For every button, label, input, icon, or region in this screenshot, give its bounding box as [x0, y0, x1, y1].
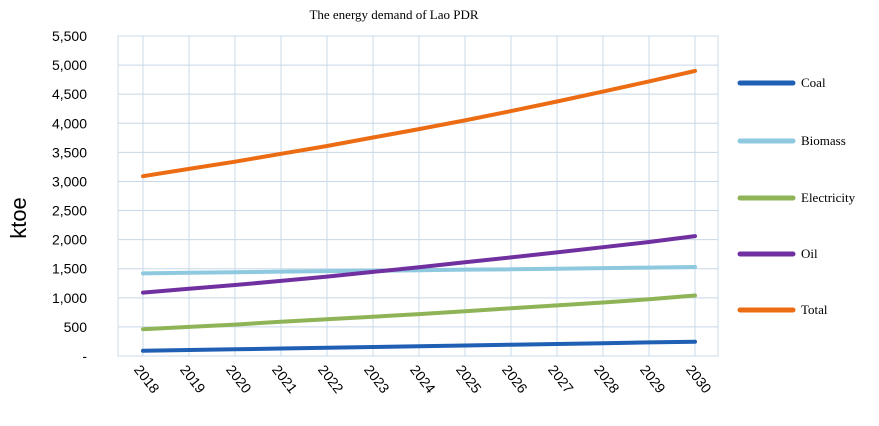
legend: Coal Biomass Electricity Oil Total [737, 75, 856, 317]
x-tick-label: 2024 [407, 362, 439, 397]
series-line-oil [141, 234, 697, 295]
x-tick-label: 2023 [361, 362, 393, 397]
y-tick-label: 3,500 [52, 144, 87, 160]
series-line-biomass [141, 265, 697, 276]
x-tick-label: 2018 [131, 362, 163, 397]
y-tick-label: 1,500 [52, 261, 87, 277]
x-tick-label: 2020 [223, 362, 255, 397]
series-line-total [141, 68, 697, 179]
y-tick-label: 2,500 [52, 203, 87, 219]
gridlines [117, 35, 719, 357]
x-tick-label: 2019 [177, 362, 209, 397]
legend-label-oil: Oil [801, 246, 818, 261]
y-tick-label: 4,500 [52, 86, 87, 102]
x-tick-label: 2027 [545, 362, 577, 397]
x-tick-label: 2030 [683, 362, 715, 397]
plot-frame [117, 35, 719, 357]
y-tick-label: 4,000 [52, 115, 87, 131]
legend-label-coal: Coal [801, 75, 826, 90]
y-tick-label: 5,000 [52, 57, 87, 73]
y-tick-label: 5,500 [52, 28, 87, 44]
y-axis-label: ktoe [6, 197, 31, 239]
legend-label-biomass: Biomass [801, 133, 846, 148]
x-tick-label: 2025 [453, 362, 485, 397]
x-tick-label: 2021 [269, 362, 301, 397]
legend-label-electricity: Electricity [801, 190, 856, 205]
x-tick-label: 2029 [637, 362, 669, 397]
x-tick-label: 2026 [499, 362, 531, 397]
legend-label-total: Total [801, 302, 828, 317]
x-tick-label: 2022 [315, 362, 347, 397]
series-lines [141, 68, 697, 353]
y-axis-ticks: - 500 1,000 1,500 2,000 2,500 3,000 3,500 4,000 4… [52, 28, 87, 364]
y-tick-label: 2,000 [52, 232, 87, 248]
y-tick-label: 1,000 [52, 290, 87, 306]
x-tick-label: 2028 [591, 362, 623, 397]
series-line-electricity [141, 293, 697, 332]
x-axis-ticks: 2018 2019 2020 2021 2022 2023 2024 2025 2026 2027… [131, 362, 715, 397]
series-line-coal [141, 339, 697, 353]
y-tick-label: 500 [64, 319, 88, 335]
y-tick-label: - [82, 348, 87, 364]
chart-title: The energy demand of Lao PDR [309, 7, 478, 22]
y-tick-label: 3,000 [52, 173, 87, 189]
